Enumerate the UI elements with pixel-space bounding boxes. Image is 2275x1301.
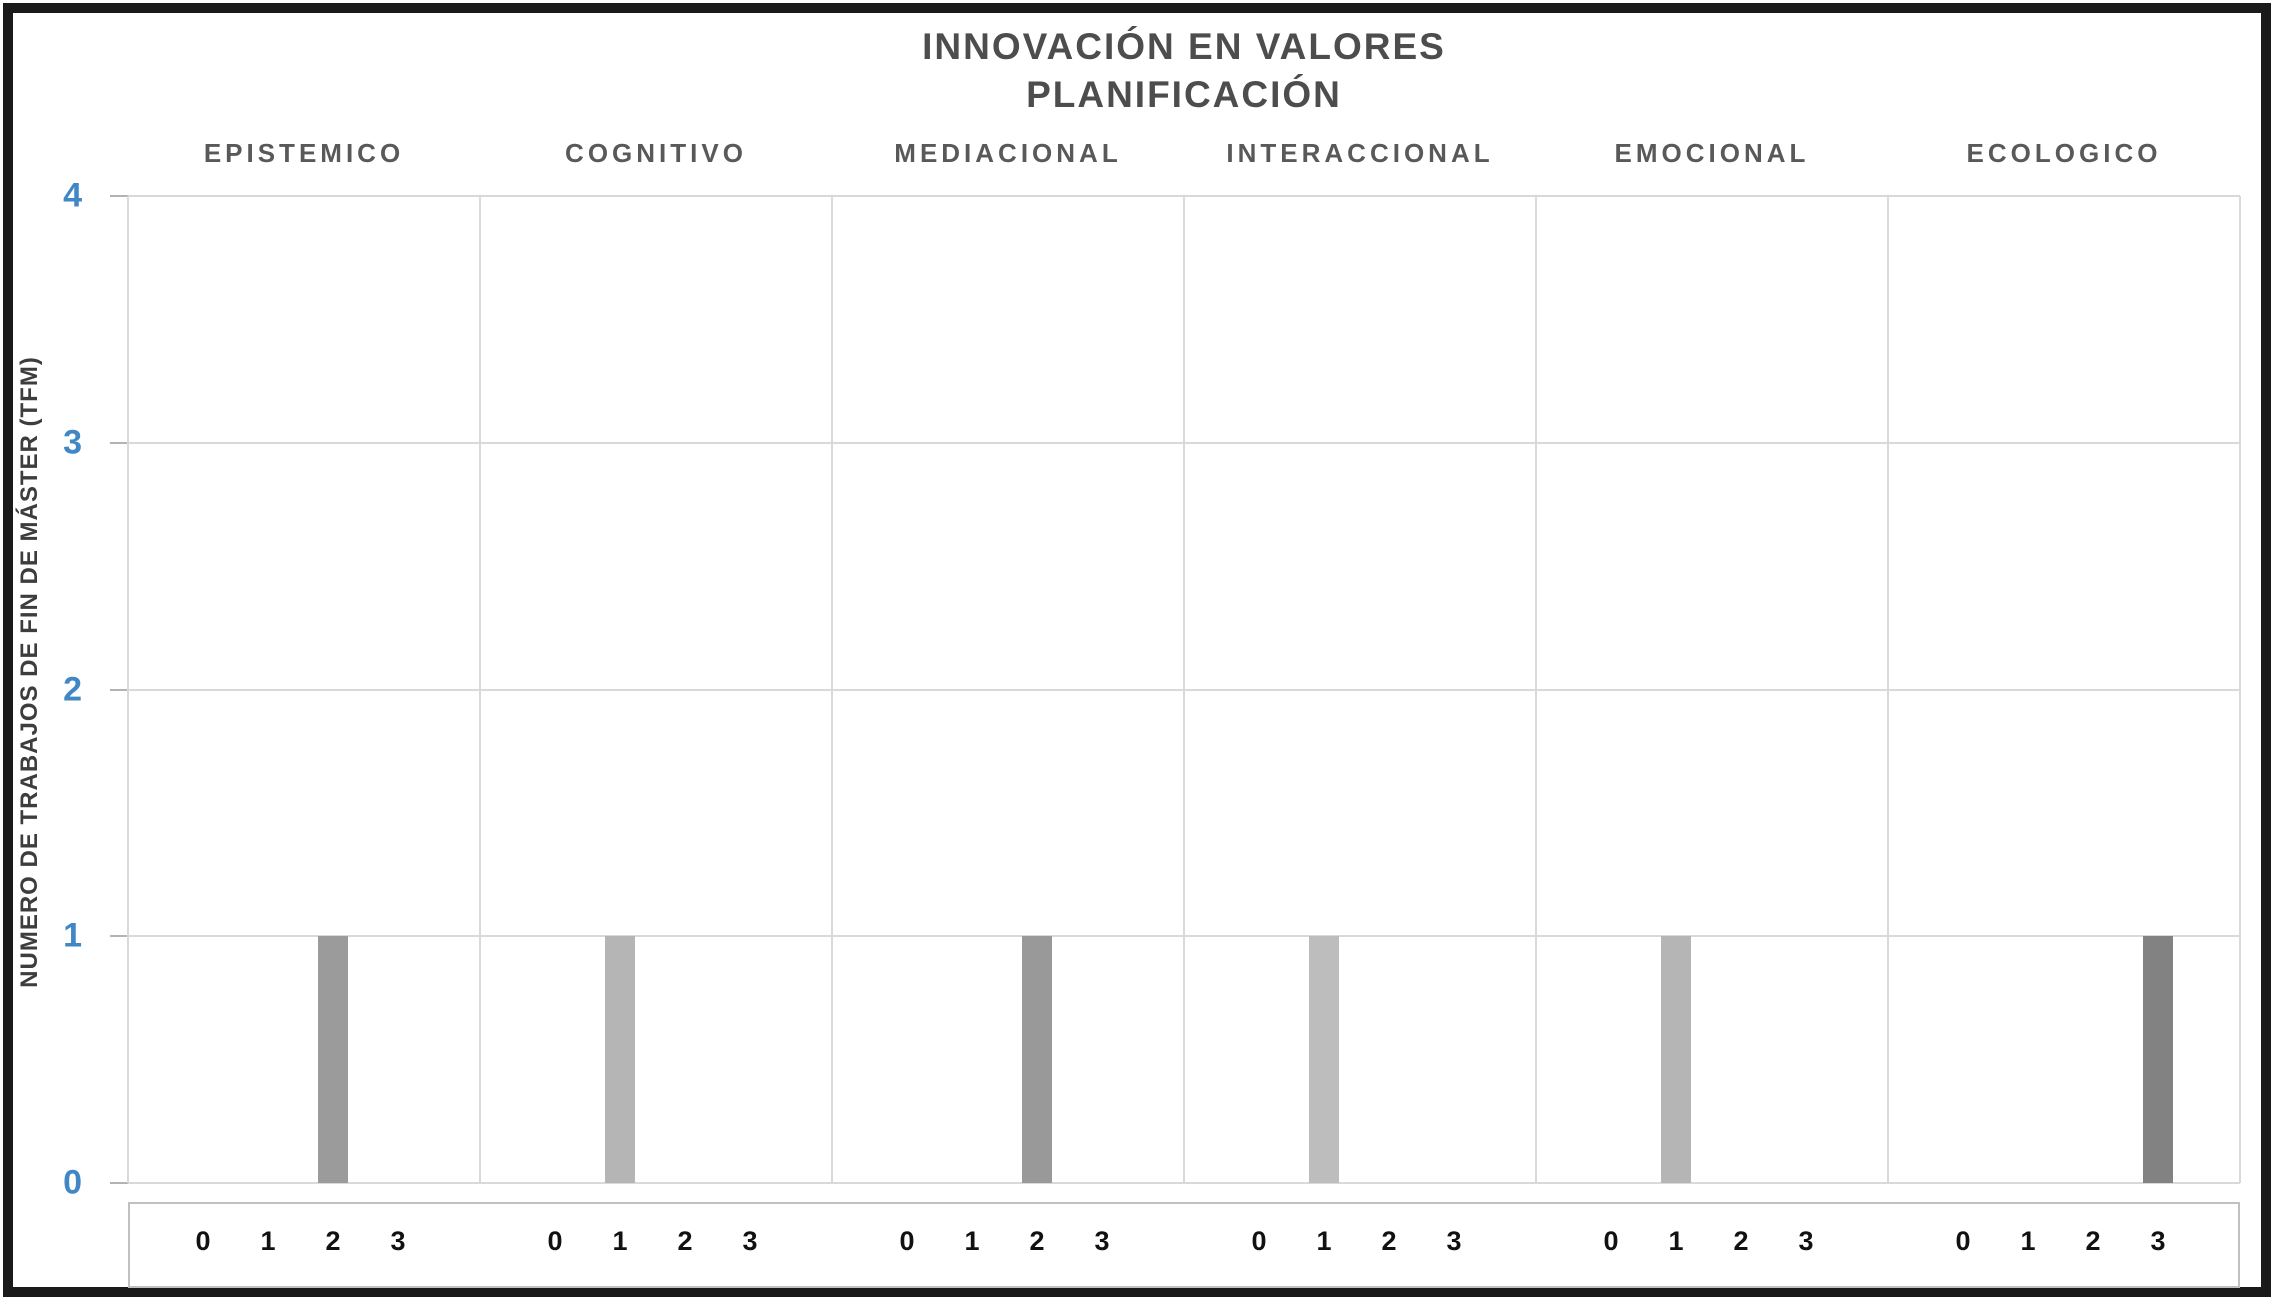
x-sublabel-emocional-1: 1 (1668, 1226, 1684, 1256)
x-sublabel-ecologico-3: 3 (2150, 1226, 2166, 1256)
x-sublabel-interaccional-2: 2 (1381, 1226, 1397, 1256)
x-sublabel-ecologico-2: 2 (2085, 1226, 2101, 1256)
category-label-epistemico: EPISTEMICO (203, 138, 405, 168)
x-sublabel-cognitivo-0: 0 (547, 1226, 563, 1256)
x-sublabel-epistemico-1: 1 (260, 1226, 276, 1256)
category-label-mediacional: MEDIACIONAL (894, 138, 1122, 168)
panel-separator-4 (1535, 196, 1537, 1183)
y-tick-label-4: 4 (63, 176, 82, 215)
bar-interaccional-slot-1 (1309, 936, 1339, 1183)
panel-separator-2 (831, 196, 833, 1183)
gridline-y-0 (128, 1182, 2240, 1184)
bar-ecologico-slot-3 (2143, 936, 2173, 1183)
x-sublabel-epistemico-2: 2 (325, 1226, 341, 1256)
y-tick-label-1: 1 (63, 916, 82, 955)
y-tick-label-0: 0 (63, 1163, 82, 1202)
bar-epistemico-slot-2 (318, 936, 348, 1183)
panel-separator-3 (1183, 196, 1185, 1183)
x-sublabel-epistemico-3: 3 (390, 1226, 406, 1256)
x-sublabel-emocional-2: 2 (1733, 1226, 1749, 1256)
panel-separator-6 (2239, 196, 2241, 1183)
x-sublabel-interaccional-1: 1 (1316, 1226, 1332, 1256)
x-sublabel-cognitivo-1: 1 (612, 1226, 628, 1256)
category-label-emocional: EMOCIONAL (1614, 138, 1810, 168)
category-label-cognitivo: COGNITIVO (565, 138, 747, 168)
x-sublabel-cognitivo-2: 2 (677, 1226, 693, 1256)
chart-title-line1: INNOVACIÓN EN VALORES (922, 26, 1446, 67)
category-label-ecologico: ECOLOGICO (1966, 138, 2162, 168)
x-sublabel-mediacional-0: 0 (899, 1226, 915, 1256)
y-tick-mark-1 (110, 935, 128, 937)
x-sublabel-epistemico-0: 0 (195, 1226, 211, 1256)
chart-title-line2: PLANIFICACIÓN (1026, 74, 1342, 115)
x-sublabel-ecologico-0: 0 (1955, 1226, 1971, 1256)
x-sublabel-mediacional-1: 1 (964, 1226, 980, 1256)
panel-separator-1 (479, 196, 481, 1183)
y-tick-label-2: 2 (63, 670, 82, 709)
bar-emocional-slot-1 (1661, 936, 1691, 1183)
x-axis-label-box (128, 1202, 2240, 1288)
x-sublabel-interaccional-0: 0 (1251, 1226, 1267, 1256)
x-sublabel-ecologico-1: 1 (2020, 1226, 2036, 1256)
category-label-interaccional: INTERACCIONAL (1226, 138, 1494, 168)
y-tick-mark-0 (110, 1182, 128, 1184)
x-sublabel-mediacional-3: 3 (1094, 1226, 1110, 1256)
x-sublabel-cognitivo-3: 3 (742, 1226, 758, 1256)
panel-separator-0 (127, 196, 129, 1183)
y-tick-mark-2 (110, 689, 128, 691)
x-sublabel-emocional-0: 0 (1603, 1226, 1619, 1256)
y-tick-label-3: 3 (63, 423, 82, 462)
bar-cognitivo-slot-1 (605, 936, 635, 1183)
x-sublabel-emocional-3: 3 (1798, 1226, 1814, 1256)
x-sublabel-interaccional-3: 3 (1446, 1226, 1462, 1256)
x-sublabel-mediacional-2: 2 (1029, 1226, 1045, 1256)
y-tick-mark-3 (110, 442, 128, 444)
panel-separator-5 (1887, 196, 1889, 1183)
y-tick-mark-4 (110, 195, 128, 197)
bar-mediacional-slot-2 (1022, 936, 1052, 1183)
